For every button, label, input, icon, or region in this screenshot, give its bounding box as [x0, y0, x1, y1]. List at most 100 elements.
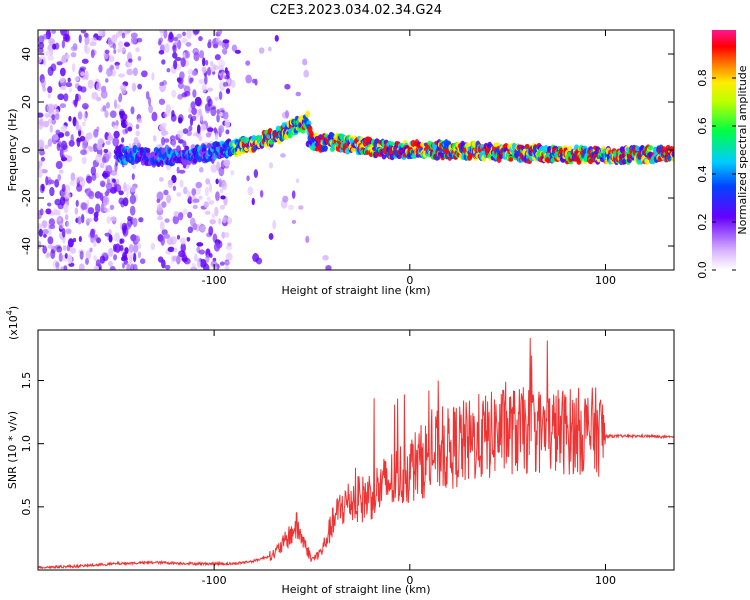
spectrogram-pixel [109, 204, 115, 211]
spectrogram-pixel [58, 252, 63, 263]
spectrogram-pixel [67, 77, 71, 83]
spectrogram-pixel [203, 75, 208, 85]
spectrogram-pixel [567, 145, 573, 151]
spectrogram-pixel [231, 44, 238, 52]
spectrogram-pixel [161, 59, 166, 65]
spectrogram-pixel [51, 114, 56, 121]
spectrogram-pixel [167, 179, 174, 189]
spectrogram-pixel [38, 168, 43, 178]
spectrogram-pixel [59, 103, 67, 109]
spectrogram-pixel [644, 158, 650, 166]
spectrogram-pixel [70, 133, 74, 144]
spectrogram-pixel [45, 208, 52, 215]
spectrogram-pixel [648, 145, 654, 151]
spectrogram-pixel [205, 254, 210, 263]
spectrogram-pixel [49, 186, 55, 197]
spectrogram-pixel [298, 205, 304, 210]
spectrogram-pixel [115, 158, 119, 167]
spectrogram-panel: -100 0 100 -40 -20 0 20 40 Height of straight l… [6, 29, 675, 297]
spectrogram-pixel [47, 86, 53, 94]
spectrogram-pixel [177, 39, 182, 50]
spectrogram-pixel [112, 178, 116, 183]
spectrogram-pixel [198, 249, 206, 255]
spectrogram-pixel [151, 72, 155, 81]
spectrogram-pixel [268, 162, 274, 169]
spectrogram-pixel [125, 187, 129, 198]
spectrogram-pixel [225, 245, 233, 251]
spectrogram-pixel [41, 78, 46, 89]
spectrogram-pixel [183, 186, 188, 195]
spectrogram-pixel [213, 65, 219, 70]
spectrogram-pixel [167, 32, 175, 43]
spectrogram-pixel [137, 83, 143, 90]
spectrogram-pixel [230, 79, 236, 88]
spectrogram-pixel [98, 64, 103, 73]
colorbar-tick-label: 0.2 [696, 213, 709, 231]
spectrogram-pixel [205, 178, 211, 185]
spectrogram-pixel [204, 186, 209, 197]
spectrogram-pixel [87, 79, 94, 89]
spectrogram-pixel [70, 52, 77, 58]
spectrogram-pixel [132, 244, 139, 253]
spectrogram-pixel [83, 112, 87, 122]
spectrogram-pixel [85, 70, 89, 81]
spectrogram-pixel [151, 111, 158, 122]
spectrogram-pixel [109, 216, 117, 222]
spectrogram-pixel [60, 125, 68, 133]
spectrogram-pixel [139, 258, 146, 265]
spectrogram-pixel [172, 44, 177, 54]
spectrogram-pixel [42, 245, 48, 254]
spectrogram-pixel [61, 39, 66, 49]
spectrogram-pixel [47, 93, 51, 99]
spectrogram-pixel [38, 42, 45, 50]
spectrogram-pixel [268, 233, 274, 240]
spectrogram-pixel [39, 183, 45, 194]
spectrogram-pixel [77, 111, 83, 120]
spectrogram-pixel [121, 32, 126, 39]
spectrogram-pixel [42, 229, 49, 235]
spectrogram-pixel [121, 262, 126, 269]
spectrogram-pixel [138, 217, 144, 223]
spectrogram-pixel [194, 96, 202, 107]
spectrogram-pixel [65, 81, 73, 88]
spectrogram-pixel [214, 133, 219, 141]
spectrogram-pixel [223, 260, 231, 266]
spectrogram-pixel [105, 102, 111, 109]
spectrogram-pixel [46, 103, 54, 114]
spectrogram-pixel [125, 127, 129, 134]
spectrogram-pixel [159, 44, 166, 52]
spectrogram-pixel [111, 34, 118, 43]
spectrogram-pixel [166, 194, 172, 204]
spectrogram-pixel [159, 177, 164, 182]
spectrogram-pixel [221, 47, 228, 55]
spectrogram-pixel [53, 103, 58, 108]
spectrogram-pixel [51, 30, 56, 34]
spectrogram-pixel [322, 145, 328, 151]
spectrogram-pixel [118, 47, 126, 52]
spectrogram-pixel [93, 215, 99, 222]
spectrogram-pixel [136, 118, 143, 124]
spectrogram-pixel [173, 247, 178, 253]
spectrogram-pixel [64, 253, 68, 259]
spectrogram-pixel [90, 37, 97, 42]
spectrogram-pixel [152, 135, 157, 142]
spectrogram-pixel [210, 164, 218, 173]
spectrogram-pixel [190, 266, 198, 270]
spectrogram-pixel [176, 33, 182, 39]
spectrogram-pixel [72, 43, 78, 50]
spectrogram-pixel [218, 40, 222, 47]
spectrogram-pixel [38, 47, 44, 54]
spectrogram-pixel [42, 86, 47, 92]
spectrogram-pixel [185, 42, 192, 47]
spectrogram-pixel [63, 93, 69, 102]
spectrogram-pixel [45, 51, 50, 56]
spectrogram-pixel [63, 203, 69, 214]
spectrogram-pixel [104, 232, 111, 237]
spectrogram-pixel [156, 191, 164, 201]
spectrogram-pixel [69, 179, 76, 187]
snr-plot-area [38, 330, 674, 570]
spectrogram-pixel [99, 192, 104, 201]
spectrogram-pixel [59, 77, 65, 83]
spectrogram-pixel [104, 191, 110, 197]
colorbar-tick-label: 0.0 [696, 261, 709, 279]
